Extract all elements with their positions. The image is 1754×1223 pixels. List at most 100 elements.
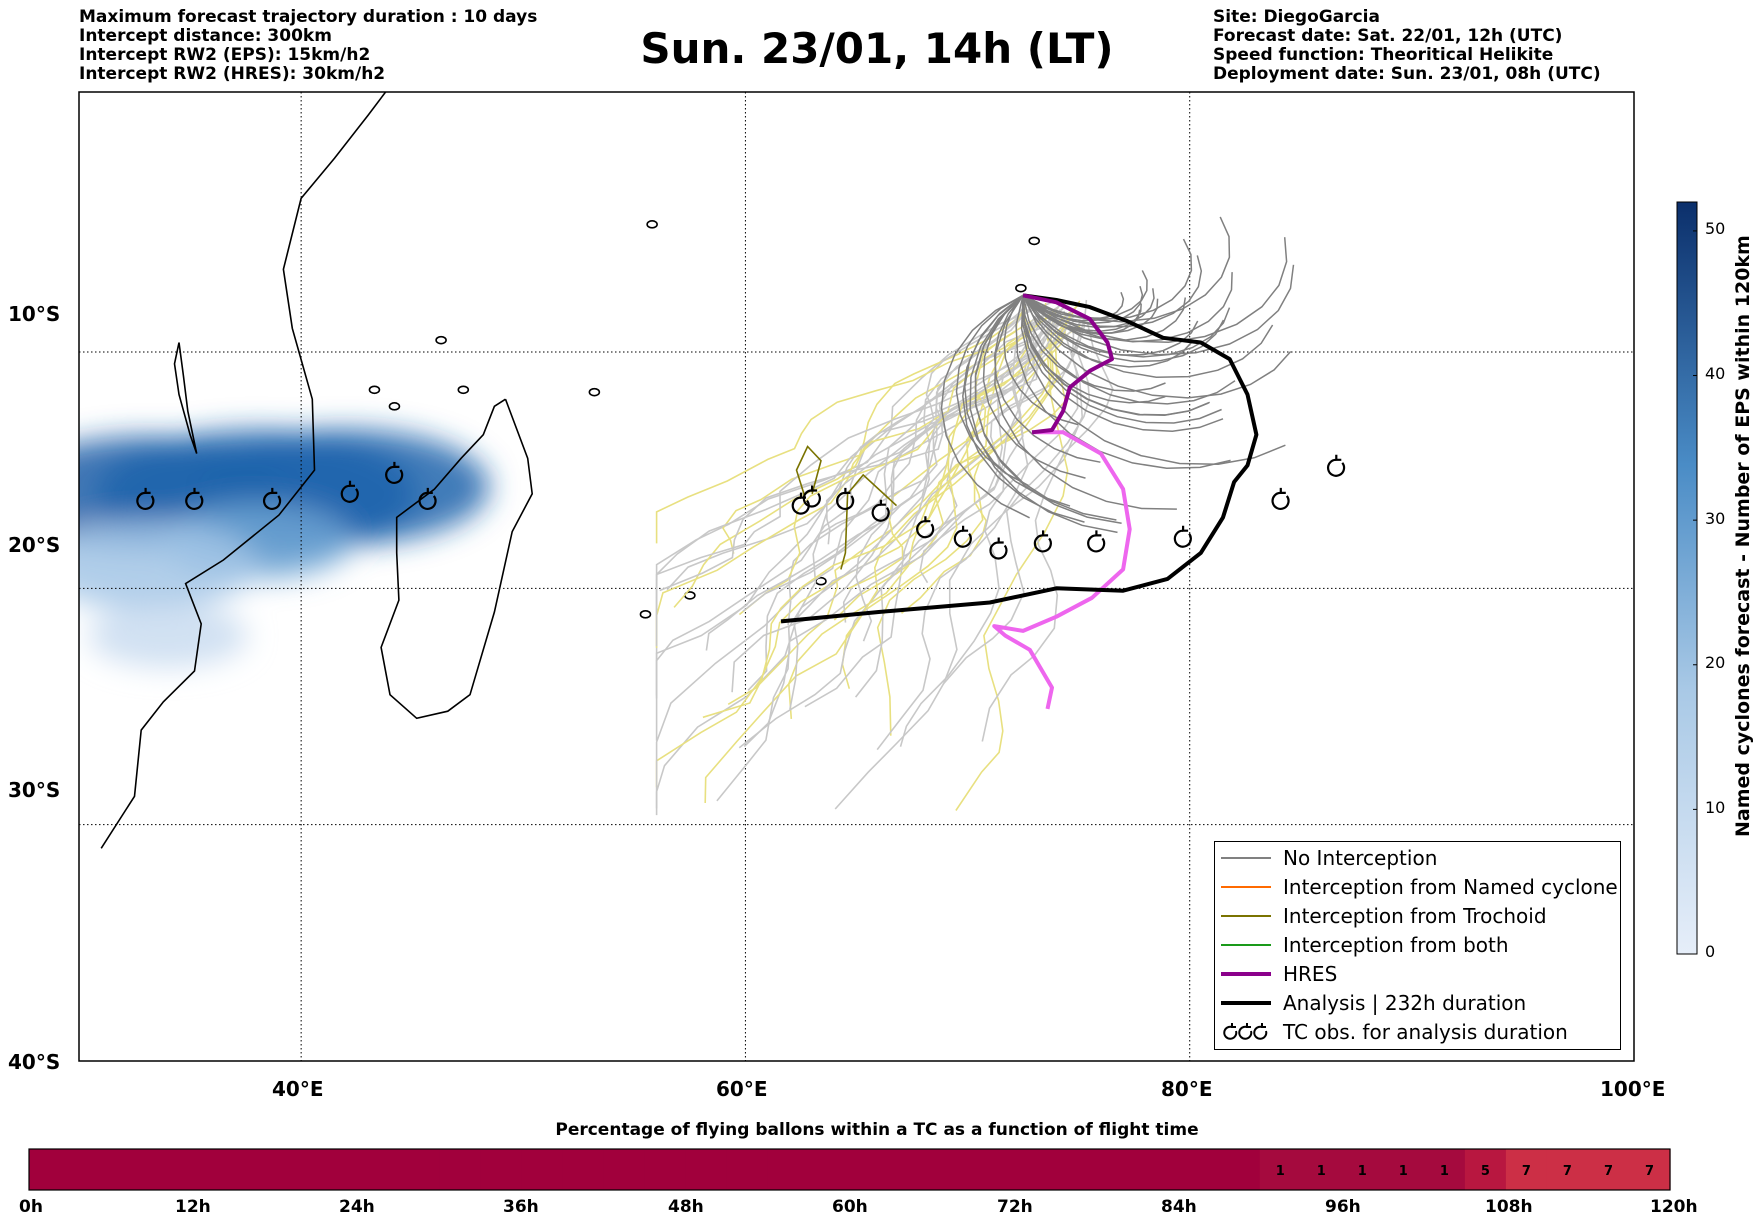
- colorbar-tick-label: 50: [1705, 219, 1726, 238]
- time-bar-cell: [152, 1149, 194, 1190]
- legend-item: Interception from Trochoid: [1215, 903, 1547, 929]
- time-bar-cell: [644, 1149, 686, 1190]
- eps-trajectory: [789, 321, 1056, 710]
- tc-symbol-icon: [1221, 1022, 1271, 1042]
- tc-arrow: [271, 487, 278, 494]
- time-bar-value: 7: [1645, 1164, 1654, 1179]
- tc-arrow: [348, 480, 355, 487]
- header-right-line: Site: DiegoGarcia: [1213, 7, 1380, 27]
- time-bar-cell: [931, 1149, 974, 1190]
- time-bar-cell: [1013, 1149, 1056, 1190]
- eps-trajectory: [655, 304, 1062, 616]
- legend-line-icon: [1221, 993, 1271, 1013]
- eps-trajectory-no-interception: [993, 294, 1101, 463]
- lon-tick-label: 60°E: [716, 1077, 768, 1101]
- eps-trajectory-no-interception: [962, 294, 1085, 523]
- time-bar-cell: [685, 1149, 727, 1190]
- legend-label: No Interception: [1283, 846, 1438, 870]
- lon-tick-label: 80°E: [1161, 1077, 1213, 1101]
- tc-arrow: [1279, 487, 1286, 494]
- eps-trajectory: [655, 321, 1042, 816]
- eps-colorbar: [1676, 201, 1698, 955]
- time-bar-cell: [808, 1149, 851, 1190]
- time-bar-cell: [1177, 1149, 1220, 1190]
- tc-observation-icon: [263, 487, 282, 510]
- tc-arc: [418, 491, 437, 510]
- lat-tick-label: 30°S: [8, 778, 61, 802]
- tc-observation-icon: [802, 485, 821, 508]
- eps-trajectory-no-interception: [1022, 288, 1155, 329]
- eps-trajectory-no-interception: [982, 294, 1086, 479]
- eps-trajectory-no-interception: [969, 294, 1118, 534]
- tc-arc: [136, 491, 155, 510]
- time-bar-cell: [726, 1149, 768, 1190]
- tc-observation-icon: [1327, 454, 1346, 477]
- time-tick-label: 60h: [832, 1197, 868, 1217]
- legend-label: Interception from Trochoid: [1283, 904, 1547, 928]
- lon-tick-label: 100°E: [1600, 1077, 1666, 1101]
- time-bar-cell: [1300, 1149, 1343, 1190]
- analysis-track: [780, 293, 1259, 624]
- lat-tick-label: 10°S: [8, 302, 61, 326]
- eps-trajectory-no-interception: [1021, 295, 1224, 433]
- map-frame: [78, 91, 1635, 1062]
- time-bar-cell: [398, 1149, 440, 1190]
- eps-trajectory-no-interception: [1022, 295, 1236, 405]
- legend-label: TC obs. for analysis duration: [1283, 1020, 1568, 1044]
- legend-item: Interception from Named cyclone: [1215, 874, 1618, 900]
- tc-arc: [836, 491, 855, 510]
- tc-arc: [1327, 458, 1346, 477]
- eps-trajectory-no-interception: [1022, 270, 1148, 319]
- time-bar-value: 1: [1399, 1164, 1408, 1179]
- time-bar-cell: [890, 1149, 933, 1190]
- header-right-line: Deployment date: Sun. 23/01, 08h (UTC): [1213, 64, 1601, 84]
- eps-trajectory: [738, 306, 1059, 616]
- tc-observation-icon: [340, 480, 359, 503]
- tc-arc: [340, 484, 359, 503]
- time-bar-cell: [767, 1149, 809, 1190]
- tc-arrow: [144, 487, 151, 494]
- legend-item: HRES: [1215, 961, 1337, 987]
- trochoid-trajectory: [795, 445, 822, 499]
- time-bar-cell: [439, 1149, 481, 1190]
- tc-observations: [136, 454, 1346, 560]
- tc-arc: [871, 503, 890, 522]
- time-bar-cell: [1218, 1149, 1261, 1190]
- eps-trajectory-no-interception: [974, 294, 1117, 521]
- colorbar-tick-label: 0: [1705, 942, 1716, 961]
- header-left-line: Maximum forecast trajectory duration : 1…: [79, 7, 538, 27]
- time-bar-value: 1: [1276, 1164, 1285, 1179]
- eps-trajectory: [834, 326, 1084, 810]
- time-bar-cell: [1054, 1149, 1097, 1190]
- island: [368, 385, 381, 395]
- time-bar-cell: [193, 1149, 235, 1190]
- tc-arrow: [924, 516, 931, 523]
- legend: No Interception Interception from Named …: [1214, 841, 1621, 1050]
- eps-trajectory: [722, 313, 1024, 554]
- eps-trajectory-no-interception: [1022, 294, 1225, 363]
- eps-trajectory: [847, 317, 1037, 590]
- cyclone-density-field: [79, 429, 490, 668]
- eps-trajectory-no-interception: [940, 294, 1030, 519]
- legend-label: HRES: [1283, 962, 1338, 986]
- eps-trajectory: [955, 300, 1081, 811]
- time-bar-cell: [275, 1149, 317, 1190]
- tc-observation-icon: [418, 487, 437, 510]
- lon-tick-label: 40°E: [272, 1077, 324, 1101]
- header-left-line: Intercept RW2 (EPS): 15km/h2: [79, 45, 371, 65]
- time-bar-cell: [1382, 1149, 1425, 1190]
- eps-trajectory: [876, 319, 1076, 751]
- main-tracks: [780, 293, 1259, 710]
- eps-trajectory-no-interception: [1022, 295, 1222, 424]
- header-right-line: Speed function: Theoritical Helikite: [1213, 45, 1554, 65]
- time-bar-cell: [1136, 1149, 1179, 1190]
- time-bar-cell: [1505, 1149, 1548, 1190]
- header-info-right: Site: DiegoGarcia Forecast date: Sat. 22…: [1213, 8, 1601, 84]
- colorbar-title: Named cyclones forecast - Number of EPS …: [1732, 235, 1754, 837]
- page-title: Sun. 23/01, 14h (LT): [640, 24, 1114, 73]
- time-bar-cell: [1629, 1149, 1671, 1190]
- time-tick-label: 48h: [668, 1197, 704, 1217]
- tc-observation-icon: [1271, 487, 1290, 510]
- eps-trajectories-faded: [655, 299, 1114, 816]
- tc-arrow: [1095, 530, 1102, 537]
